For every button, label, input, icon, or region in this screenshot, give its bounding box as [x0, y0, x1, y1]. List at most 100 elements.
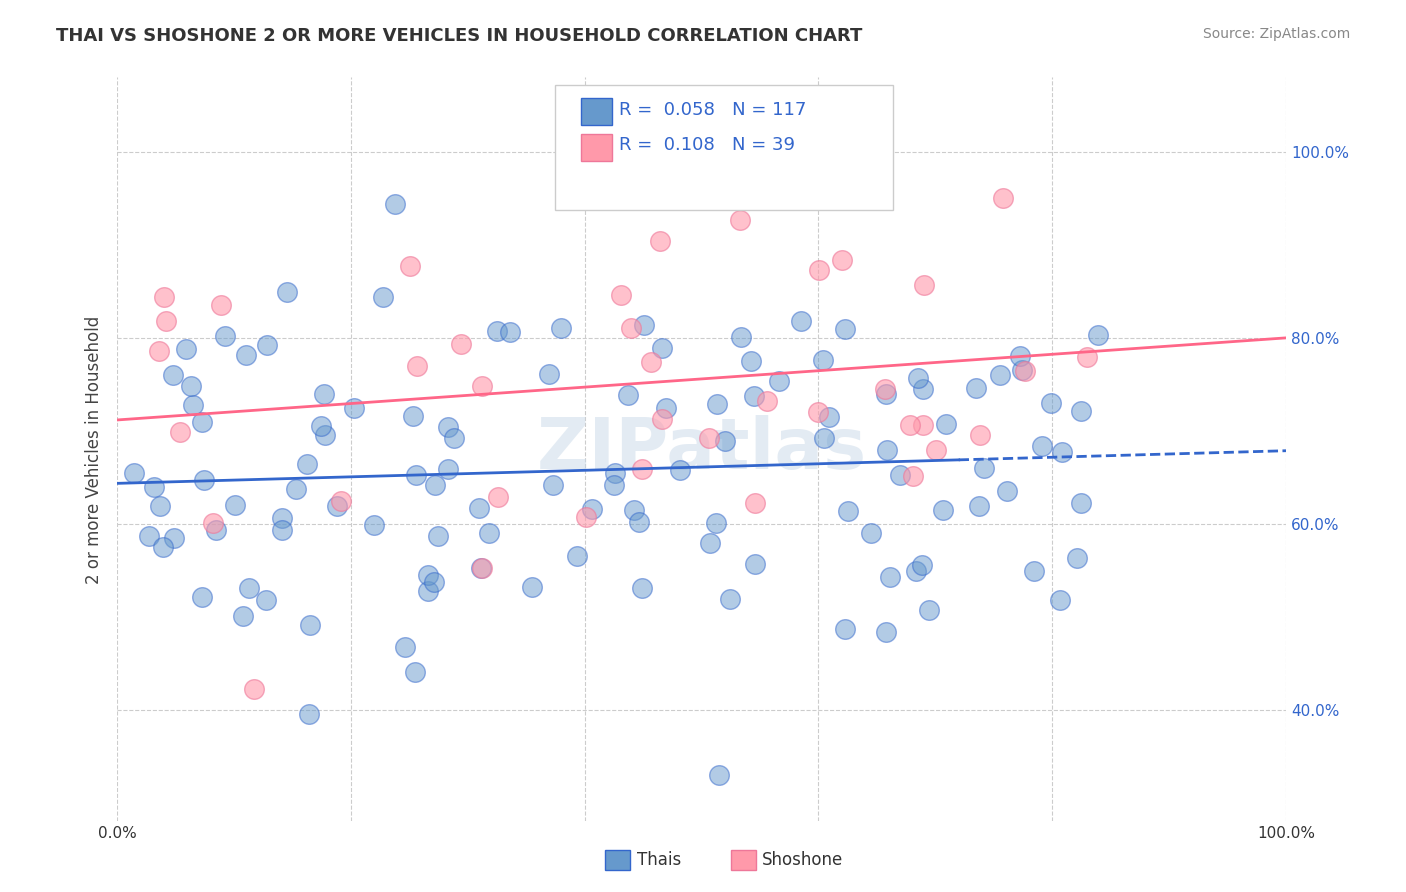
- Point: [651, 341, 673, 355]
- Point: [714, 434, 737, 449]
- Point: [537, 367, 560, 381]
- Point: [443, 431, 465, 445]
- Point: [744, 558, 766, 572]
- Point: [426, 529, 449, 543]
- Point: [1066, 550, 1088, 565]
- Point: [471, 561, 494, 575]
- Point: [276, 285, 298, 300]
- Point: [242, 681, 264, 696]
- Point: [416, 583, 439, 598]
- Point: [1008, 349, 1031, 363]
- Point: [232, 608, 254, 623]
- Point: [404, 665, 426, 680]
- Point: [406, 359, 429, 373]
- Point: [191, 415, 214, 429]
- Y-axis label: 2 or more Vehicles in Household: 2 or more Vehicles in Household: [86, 316, 103, 583]
- Point: [575, 510, 598, 524]
- Point: [697, 431, 720, 445]
- Point: [155, 313, 177, 327]
- Point: [768, 374, 790, 388]
- Point: [437, 419, 460, 434]
- Point: [628, 515, 651, 529]
- Point: [312, 386, 335, 401]
- Point: [707, 768, 730, 782]
- Point: [285, 483, 308, 497]
- Point: [204, 523, 226, 537]
- Point: [610, 288, 633, 302]
- Point: [931, 503, 953, 517]
- Text: ZIPatlas: ZIPatlas: [537, 415, 866, 484]
- Point: [314, 427, 336, 442]
- Point: [405, 467, 427, 482]
- Point: [1022, 564, 1045, 578]
- Point: [416, 568, 439, 582]
- Point: [648, 234, 671, 248]
- Point: [973, 460, 995, 475]
- Point: [831, 252, 853, 267]
- Point: [399, 259, 422, 273]
- Point: [471, 379, 494, 393]
- Point: [209, 298, 232, 312]
- Point: [238, 581, 260, 595]
- Text: Shoshone: Shoshone: [762, 851, 844, 869]
- Point: [423, 477, 446, 491]
- Point: [995, 483, 1018, 498]
- Point: [603, 466, 626, 480]
- Point: [402, 409, 425, 423]
- Point: [180, 379, 202, 393]
- Point: [837, 504, 859, 518]
- Point: [740, 353, 762, 368]
- Point: [875, 386, 897, 401]
- Point: [193, 474, 215, 488]
- Point: [148, 344, 170, 359]
- Point: [718, 591, 741, 606]
- Point: [1070, 404, 1092, 418]
- Point: [901, 468, 924, 483]
- Point: [704, 516, 727, 530]
- Point: [299, 617, 322, 632]
- Text: Thais: Thais: [637, 851, 681, 869]
- Point: [271, 510, 294, 524]
- Point: [912, 418, 935, 433]
- Point: [169, 425, 191, 440]
- Point: [163, 532, 186, 546]
- Point: [620, 321, 643, 335]
- Point: [640, 355, 662, 369]
- Point: [905, 565, 928, 579]
- Point: [1076, 351, 1098, 365]
- Text: R =  0.108   N = 39: R = 0.108 N = 39: [619, 136, 794, 154]
- Point: [911, 558, 934, 572]
- Point: [889, 467, 911, 482]
- Point: [907, 370, 929, 384]
- Point: [813, 432, 835, 446]
- Point: [371, 289, 394, 303]
- Point: [1014, 364, 1036, 378]
- Point: [865, 164, 887, 178]
- Point: [201, 516, 224, 530]
- Point: [875, 625, 897, 640]
- Point: [873, 382, 896, 396]
- Point: [789, 314, 811, 328]
- Point: [602, 478, 624, 492]
- Point: [807, 405, 830, 419]
- Point: [124, 466, 146, 480]
- Point: [190, 590, 212, 604]
- Point: [153, 290, 176, 304]
- Point: [811, 353, 834, 368]
- Point: [617, 387, 640, 401]
- Point: [224, 498, 246, 512]
- Point: [550, 320, 572, 334]
- Point: [730, 330, 752, 344]
- Point: [565, 549, 588, 563]
- Point: [898, 418, 921, 433]
- Point: [297, 458, 319, 472]
- Point: [1011, 362, 1033, 376]
- Point: [744, 496, 766, 510]
- Point: [1049, 592, 1071, 607]
- Point: [730, 213, 752, 227]
- Point: [879, 570, 901, 584]
- Point: [271, 523, 294, 537]
- Point: [256, 337, 278, 351]
- Point: [329, 494, 352, 508]
- Point: [1070, 496, 1092, 510]
